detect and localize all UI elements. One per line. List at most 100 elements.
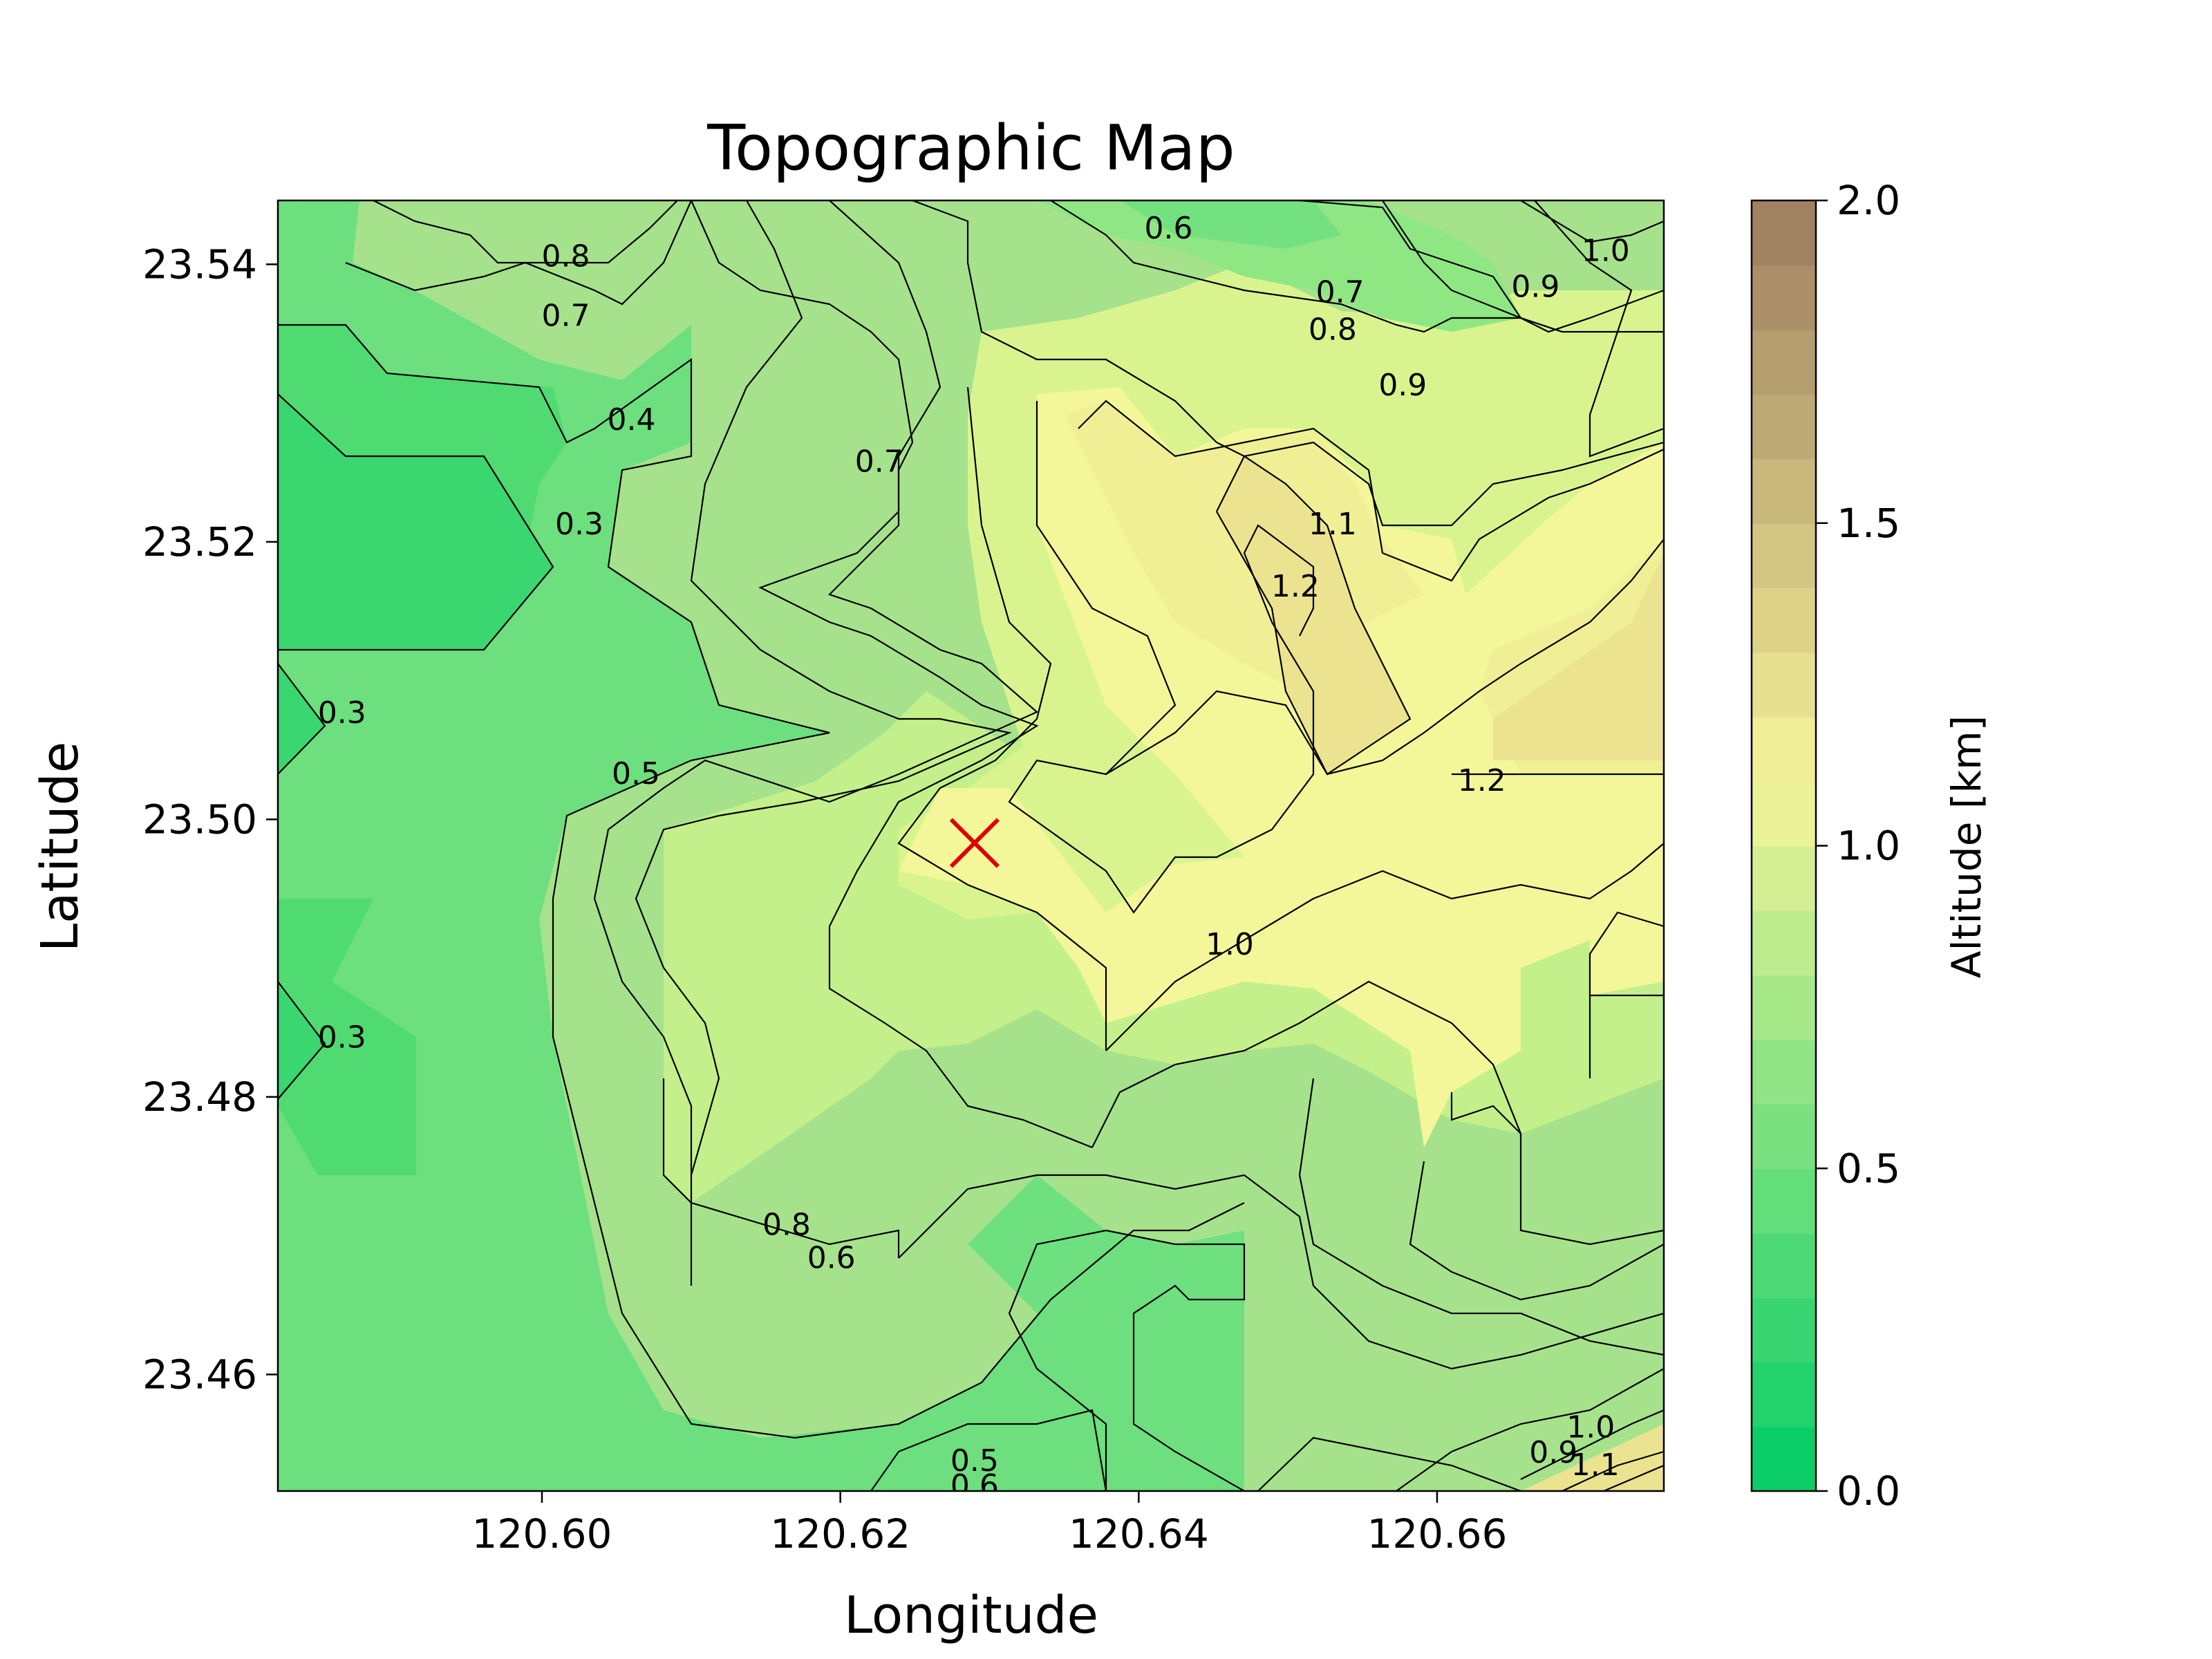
contour-line	[870, 1409, 1107, 1491]
contour-line	[1534, 200, 1664, 458]
contour-label: 0.5	[950, 1443, 999, 1479]
contour-line	[1409, 1161, 1664, 1301]
elevation-fill-bands	[278, 200, 1664, 1491]
x-tick-label: 120.64	[1069, 1510, 1209, 1557]
contour-line	[1008, 401, 1315, 914]
contour-label: 1.0	[1582, 233, 1630, 268]
contour-line	[345, 200, 693, 306]
colorbar-segment	[1752, 910, 1816, 976]
contour-line	[1091, 980, 1664, 1246]
contour-label: 0.3	[555, 507, 603, 542]
contour-label: 0.7	[542, 299, 590, 334]
x-tick-label: 120.66	[1367, 1510, 1507, 1557]
colorbar-segment	[1752, 975, 1816, 1040]
contour-label: 0.3	[318, 695, 366, 731]
contour-label: 0.7	[855, 444, 903, 479]
contour-line	[1520, 200, 1664, 243]
y-axis-label: Latitude	[30, 742, 90, 953]
colorbar-segment	[1752, 1426, 1816, 1492]
colorbar-segment	[1752, 1362, 1816, 1427]
band-peak	[1217, 456, 1664, 774]
band-high-shoulder	[1065, 401, 1664, 774]
colorbar-segment	[1752, 781, 1816, 847]
band-plateau	[899, 387, 1664, 1147]
contour-line	[635, 200, 1012, 1176]
contour-line	[1382, 200, 1664, 333]
contour-line	[1562, 1450, 1664, 1491]
colorbar-segment	[1752, 588, 1816, 653]
contour-label: 0.3	[318, 1020, 366, 1056]
contour-label: 0.6	[807, 1241, 856, 1276]
contour-line	[1105, 843, 1664, 1051]
colorbar-segment	[1752, 200, 1816, 266]
colorbar-segment	[1752, 394, 1816, 460]
colorbar-segment	[1752, 845, 1816, 911]
contour-line	[278, 663, 326, 775]
contour-label: 0.8	[542, 238, 590, 274]
y-tick-label: 23.48	[142, 1074, 257, 1121]
contour-labels: 0.80.70.60.70.80.91.00.90.40.30.71.11.20…	[318, 211, 1630, 1491]
plot-frame	[276, 199, 1665, 1492]
contour-line	[1396, 1368, 1664, 1491]
contour-line	[1216, 455, 1412, 776]
contour-line	[1078, 400, 1664, 582]
contour-label: 0.9	[1511, 269, 1559, 304]
contour-line	[758, 200, 1093, 1149]
contour-lines	[278, 200, 1664, 1491]
chart-title: Topographic Map	[706, 112, 1235, 185]
contour-label: 1.1	[1571, 1447, 1620, 1483]
contour-line	[662, 1078, 900, 1258]
marker-x-stroke	[949, 818, 1000, 868]
contour-label: 0.8	[762, 1208, 811, 1243]
colorbar-tick-label: 1.5	[1837, 500, 1900, 547]
contour-label: 1.2	[1271, 569, 1320, 604]
contour-label: 0.5	[612, 756, 660, 791]
colorbar-segment	[1752, 716, 1816, 782]
colorbar-segment	[1752, 523, 1816, 589]
contour-line	[278, 324, 1245, 1439]
x-tick-label: 120.60	[472, 1510, 612, 1557]
x-tick-label: 120.62	[770, 1510, 910, 1557]
contour-line	[1520, 1409, 1664, 1480]
contour-line	[1008, 1229, 1246, 1491]
colorbar	[1752, 200, 1816, 1492]
contour-label: 0.4	[608, 402, 656, 438]
contour-label: 1.2	[1458, 763, 1506, 798]
colorbar-segment	[1752, 1232, 1816, 1298]
colorbar-segment	[1752, 329, 1816, 395]
colorbar-label: Altitude [km]	[1943, 715, 1990, 978]
contour-line	[1105, 538, 1664, 776]
contour-label: 0.6	[1144, 211, 1192, 246]
colorbar-tick-label: 2.0	[1837, 177, 1900, 224]
band-lowest-core	[278, 394, 553, 1099]
band-south-basin	[968, 1175, 1244, 1313]
contour-line	[912, 200, 1664, 527]
colorbar-segment	[1752, 1039, 1816, 1105]
contour-label: 1.0	[1206, 927, 1254, 962]
plot-area: 0.80.70.60.70.80.91.00.90.40.30.71.11.20…	[278, 200, 1664, 1491]
x-axis-label: Longitude	[844, 1586, 1098, 1645]
colorbar-segment	[1752, 652, 1816, 718]
contour-label: 0.9	[1378, 368, 1427, 403]
band-north-basin	[1120, 200, 1341, 249]
contour-label: 1.0	[1566, 1410, 1615, 1445]
y-axis-ticks: 23.46 23.48 23.50 23.52 23.54	[142, 241, 278, 1398]
x-axis-ticks: 120.60 120.62 120.64 120.66	[472, 1491, 1507, 1557]
colorbar-segment	[1752, 458, 1816, 524]
contour-label: 0.9	[1529, 1435, 1577, 1470]
contour-label: 0.7	[1316, 274, 1365, 310]
contour-line	[373, 200, 678, 264]
y-tick-label: 23.46	[142, 1351, 257, 1398]
contour-line	[278, 981, 326, 1100]
y-tick-label: 23.54	[142, 241, 257, 288]
contour-line	[1450, 1092, 1521, 1134]
contour-line	[1257, 1436, 1521, 1491]
colorbar-segment	[1752, 1297, 1816, 1363]
contour-line	[1298, 1078, 1664, 1356]
colorbar-tick-label: 0.0	[1837, 1468, 1900, 1515]
band-southeast-corner	[1521, 1424, 1664, 1491]
contour-line	[1603, 1464, 1664, 1491]
location-marker	[949, 818, 1000, 868]
y-tick-label: 23.52	[142, 518, 257, 565]
contour-line	[897, 386, 1107, 1051]
